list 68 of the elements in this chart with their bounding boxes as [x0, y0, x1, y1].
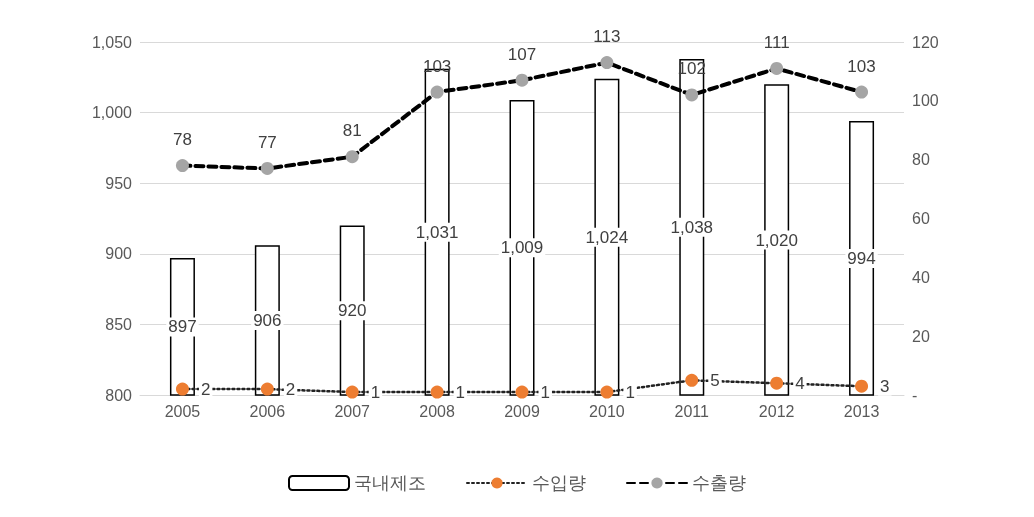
point [515, 385, 529, 399]
y2-tick-label: 120 [912, 33, 939, 51]
x-tick-label: 2012 [758, 402, 795, 420]
data-label: 920 [338, 301, 367, 321]
point [855, 379, 869, 393]
y2-tick-label: 80 [912, 151, 930, 169]
y-tick-label: 900 [105, 245, 133, 263]
point [260, 161, 274, 175]
data-label: 1,009 [500, 238, 544, 258]
data-label: 906 [253, 311, 282, 331]
legend-label: 수출량 [692, 473, 746, 493]
data-label: 1,020 [755, 230, 798, 250]
data-label: 994 [847, 248, 876, 268]
data-label: 3 [880, 376, 890, 396]
x-tick-label: 2008 [419, 402, 456, 420]
y-tick-label: 950 [105, 174, 133, 192]
point [600, 385, 614, 399]
point [685, 373, 699, 387]
data-label: 107 [507, 44, 537, 64]
point [345, 385, 359, 399]
y-tick-label: 1,000 [91, 104, 133, 122]
point [345, 150, 359, 164]
point [430, 85, 444, 99]
data-label: 1,031 [415, 222, 459, 242]
y-tick-label: 850 [105, 315, 133, 333]
point [600, 56, 614, 70]
point [430, 385, 444, 399]
point [770, 376, 784, 390]
point [260, 382, 274, 396]
data-label: 897 [168, 317, 197, 337]
data-label: 2 [285, 379, 296, 399]
y-tick-label: 800 [105, 386, 133, 404]
data-label: 2 [200, 379, 211, 399]
data-label: 5 [710, 370, 720, 390]
x-tick-label: 2011 [674, 402, 710, 420]
point [175, 382, 189, 396]
legend-label: 국내제조 [354, 473, 426, 493]
y2-tick-label: 40 [912, 268, 930, 286]
y2-tick-label: - [912, 386, 918, 404]
data-label: 1,038 [670, 217, 714, 237]
y2-tick-label: 100 [912, 92, 939, 110]
data-label: 1,024 [585, 227, 629, 247]
x-tick-label: 2007 [334, 402, 371, 420]
y2-tick-label: 20 [912, 327, 930, 345]
x-tick-label: 2009 [504, 402, 540, 420]
legend-label: 수입량 [532, 473, 586, 493]
point [515, 73, 529, 87]
data-label: 1 [370, 382, 381, 402]
point [770, 61, 784, 75]
point [855, 85, 869, 99]
x-tick-label: 2005 [164, 402, 201, 420]
point [175, 159, 189, 173]
x-tick-label: 2010 [589, 402, 625, 420]
data-label: 1 [625, 382, 635, 402]
data-label: 78 [172, 130, 192, 150]
data-label: 103 [847, 56, 876, 76]
data-label: 77 [257, 132, 277, 152]
data-label: 81 [342, 121, 362, 141]
x-tick-label: 2013 [843, 402, 880, 420]
x-tick-label: 2006 [249, 402, 286, 420]
data-label: 1 [455, 382, 466, 402]
data-label: 1 [540, 382, 550, 402]
y2-tick-label: 60 [912, 210, 930, 227]
point [685, 88, 699, 102]
data-label: 113 [593, 27, 621, 47]
y-tick-label: 1,050 [91, 33, 133, 51]
data-label: 111 [763, 32, 790, 52]
data-label: 4 [795, 373, 805, 393]
